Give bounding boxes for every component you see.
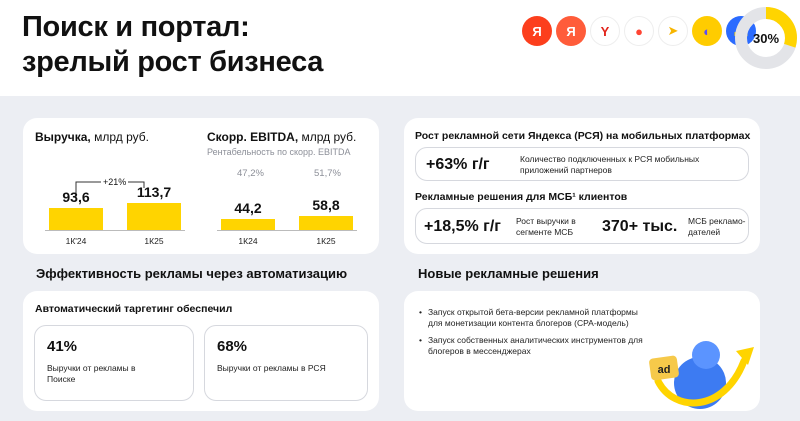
- smb-desc-2: МСБ рекламо-дателей: [688, 216, 746, 237]
- page-title-line2: зрелый рост бизнеса: [22, 46, 324, 78]
- revenue-baseline: [45, 230, 185, 231]
- ebitda-title: Скорр. EBITDA, млрд руб.: [207, 130, 356, 144]
- revenue-title-rest: млрд руб.: [90, 130, 149, 144]
- kpi-rsya-value: 68%: [217, 338, 248, 355]
- ebitda-tick-label-2: 1К25: [316, 236, 336, 246]
- yandex-logo-icon: Я: [522, 16, 552, 46]
- smb-metric-box: +18,5% г/г Рост выручки в сегменте МСБ 3…: [415, 208, 749, 244]
- ebitda-baseline: [217, 230, 357, 231]
- blogger-ad-illustration-icon: ad: [649, 341, 754, 409]
- ad-network-card: Рост рекламной сети Яндекса (РСЯ) на моб…: [404, 118, 760, 254]
- content-panel: Выручка, млрд руб. Скорр. EBITDA, млрд р…: [0, 96, 800, 421]
- smb-title: Рекламные решения для МСБ¹ клиентов: [415, 191, 628, 203]
- donut-arc: [735, 7, 797, 69]
- revenue-title-bold: Выручка,: [35, 130, 91, 144]
- kpi-rsya: 68% Выручки от рекламы в РСЯ: [204, 325, 368, 401]
- page-title: Поиск и портал: зрелый рост бизнеса: [22, 10, 323, 80]
- ebitda-margin-1: 47,2%: [237, 168, 264, 179]
- ebitda-subtitle: Рентабельность по скорр. EBITDA: [207, 147, 351, 157]
- ebitda-value-label-2: 58,8: [312, 196, 340, 213]
- rsya-title: Рост рекламной сети Яндекса (РСЯ) на моб…: [415, 130, 751, 142]
- new-solutions-heading: Новые рекламные решения: [418, 266, 599, 281]
- bullet-item-2: Запуск собственных аналитических инструм…: [419, 335, 648, 357]
- revenue-value-label-2: 113,7: [136, 183, 172, 200]
- smb-value-1: +18,5% г/г: [424, 218, 501, 235]
- rsya-desc: Количество подключенных к РСЯ мобильных …: [520, 154, 700, 175]
- growth-label: +21%: [101, 177, 129, 187]
- revenue-tick-label-1: 1К'24: [65, 236, 87, 246]
- rsya-value: +63% г/г: [426, 156, 490, 173]
- share-donut-chart: 30%: [735, 7, 797, 69]
- rsya-metric-box: +63% г/г Количество подключенных к РСЯ м…: [415, 147, 749, 181]
- yandex-y-icon: Y: [590, 16, 620, 46]
- service-logos: Я Я Y ● ➤ ◐ ▬: [522, 16, 756, 48]
- donut-label: 30%: [753, 31, 779, 46]
- ebitda-bar-2: [299, 215, 353, 230]
- smb-desc-1: Рост выручки в сегменте МСБ: [516, 216, 576, 237]
- kpi-search: 41% Выручки от рекламы в Поиске: [34, 325, 194, 401]
- smb-value-2: 370+ тыс.: [602, 218, 678, 235]
- navigator-arrow-icon: ➤: [658, 16, 688, 46]
- new-solutions-card: Запуск открытой бета-версии рекламной пл…: [404, 291, 760, 411]
- ebitda-value-label-1: 44,2: [234, 200, 262, 217]
- kpi-search-caption: Выручки от рекламы в Поиске: [47, 363, 136, 384]
- efficiency-card: Автоматический таргетинг обеспечил 41% В…: [23, 291, 379, 411]
- revenue-value-label-1: 93,6: [62, 188, 90, 205]
- yandex-browser-icon: Я: [556, 16, 586, 46]
- ebitda-margin-2: 51,7%: [314, 168, 341, 179]
- ebitda-title-bold: Скорр. EBITDA,: [207, 130, 299, 144]
- revenue-title: Выручка, млрд руб.: [35, 130, 149, 144]
- revenue-tick-label-2: 1К25: [144, 236, 164, 246]
- ad-badge-label: ad: [658, 364, 671, 376]
- revenue-bar-1: [49, 207, 103, 230]
- kpi-search-value: 41%: [47, 338, 78, 355]
- ebitda-title-rest: млрд руб.: [298, 130, 357, 144]
- revenue-bar-2: [127, 202, 181, 230]
- alice-icon: ◐: [692, 16, 722, 46]
- efficiency-card-title: Автоматический таргетинг обеспечил: [35, 303, 233, 315]
- bullet-item-1: Запуск открытой бета-версии рекламной пл…: [419, 307, 648, 329]
- maps-pin-icon: ●: [624, 16, 654, 46]
- financials-card: Выручка, млрд руб. Скорр. EBITDA, млрд р…: [23, 118, 379, 254]
- page-title-line1: Поиск и портал:: [22, 11, 250, 43]
- efficiency-heading: Эффективность рекламы через автоматизаци…: [36, 266, 348, 281]
- ebitda-tick-label-1: 1К24: [238, 236, 258, 246]
- ebitda-bar-1: [221, 219, 275, 230]
- kpi-rsya-caption: Выручки от рекламы в РСЯ: [217, 363, 326, 373]
